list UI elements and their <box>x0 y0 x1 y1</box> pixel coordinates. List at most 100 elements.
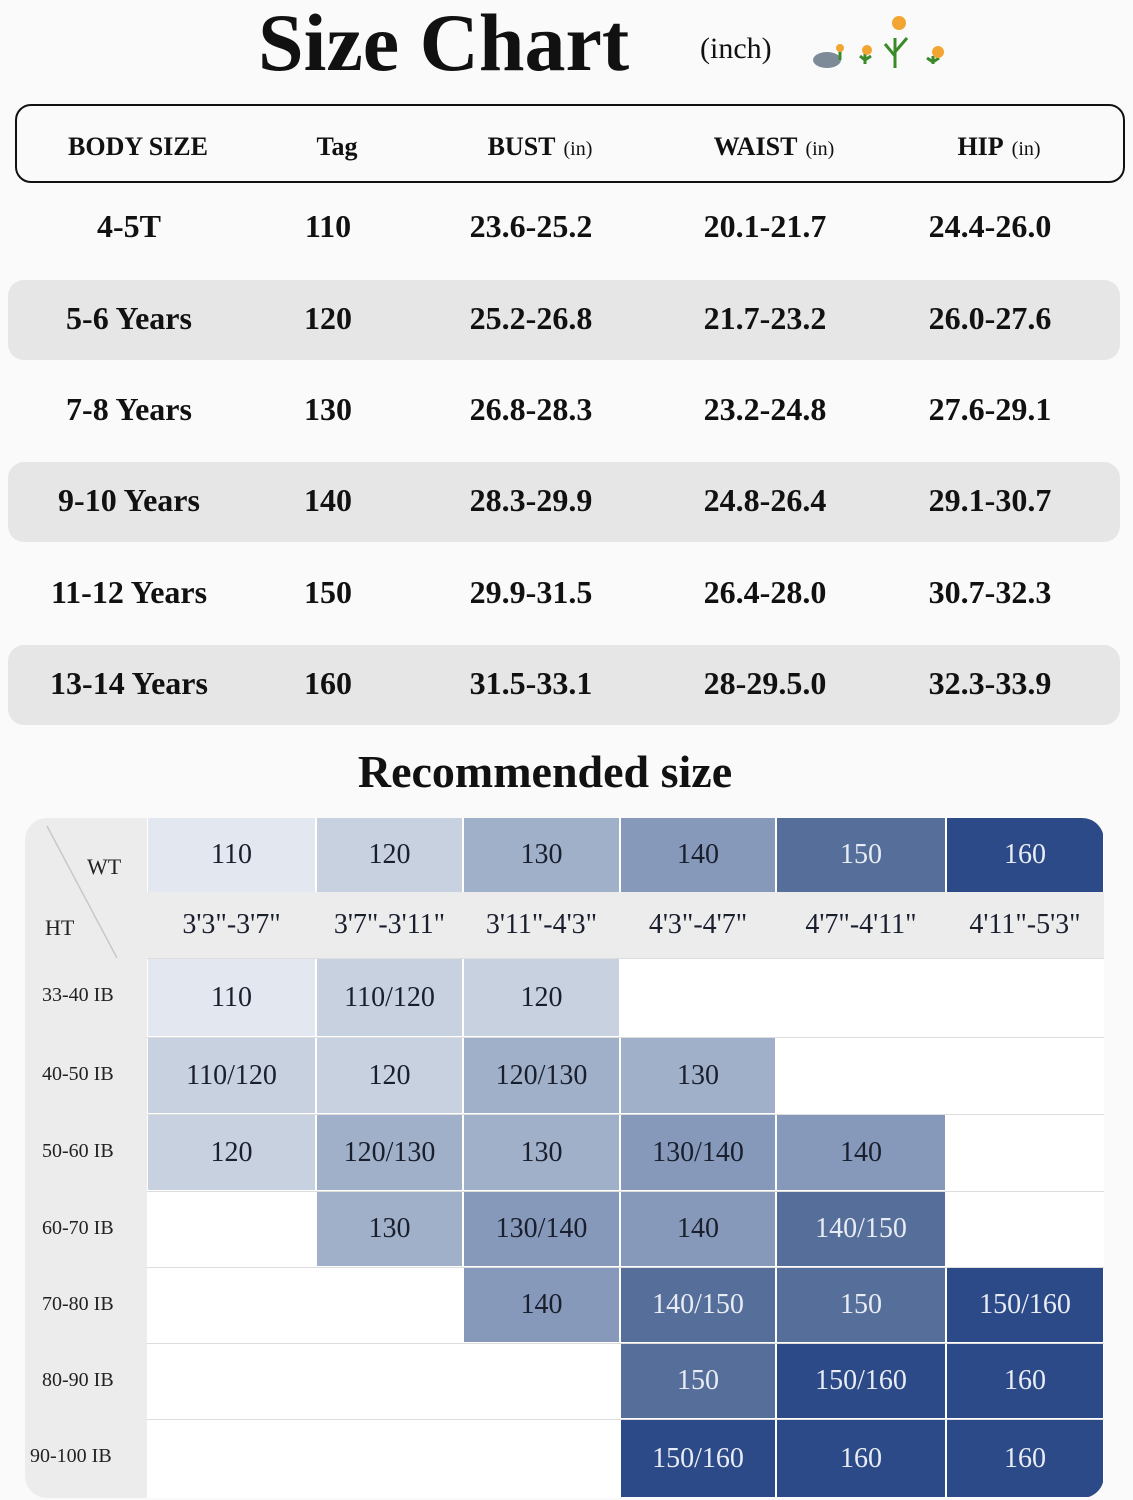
row-divider <box>147 1343 1104 1344</box>
table-cell: 23.2-24.8 <box>703 391 827 427</box>
weight-label: 80-90 IB <box>42 1369 114 1391</box>
recommended-size-grid: WT HT 110 3'3"-3'7" 120 3'7"-3'11" 130 3'11"-4'… <box>25 818 1104 1498</box>
table-cell: 32.3-33.9 <box>928 665 1052 701</box>
weight-label: 60-70 IB <box>42 1217 114 1239</box>
recommended-cell: 140 <box>621 1192 775 1266</box>
recommended-cell: 130 <box>621 1038 775 1113</box>
header-unit: (in) <box>805 138 835 160</box>
recommended-cell: 150/160 <box>947 1268 1103 1342</box>
height-range: 4'11"-5'3" <box>969 909 1081 940</box>
table-cell: 110 <box>304 208 352 244</box>
recommended-cell: 160 <box>777 1420 945 1497</box>
size-header-130: 130 <box>464 818 619 892</box>
recommended-cell: 140/150 <box>777 1192 945 1266</box>
weight-label: 33-40 IB <box>42 984 114 1006</box>
recommended-cell: 130 <box>464 1115 619 1190</box>
recommended-cell: 130/140 <box>464 1192 619 1266</box>
header-bust: BUST (in) <box>488 132 593 162</box>
table-row: 7-8 Years 130 26.8-28.3 23.2-24.8 27.6-29.1 <box>8 371 1120 451</box>
size-header-120: 120 <box>317 818 462 892</box>
recommended-cell: 150 <box>777 1268 945 1342</box>
header-waist: WAIST (in) <box>714 132 835 162</box>
table-cell: 160 <box>304 665 352 701</box>
recommended-cell: 160 <box>947 1420 1103 1497</box>
row-divider <box>147 1419 1104 1420</box>
recommended-cell: 120/130 <box>317 1115 462 1190</box>
table-cell: 4-5T <box>97 208 161 244</box>
table-cell: 26.4-28.0 <box>703 574 827 610</box>
table-cell: 13-14 Years <box>50 665 208 701</box>
page-title: Size Chart <box>258 0 630 88</box>
row-divider <box>147 1191 1104 1192</box>
table-cell: 28.3-29.9 <box>469 482 593 518</box>
table-cell: 26.0-27.6 <box>928 300 1052 336</box>
size-header-150: 150 <box>777 818 945 892</box>
row-divider <box>147 1037 1104 1038</box>
table-cell: 31.5-33.1 <box>469 665 593 701</box>
recommended-cell: 140 <box>777 1115 945 1190</box>
table-row: 13-14 Years 160 31.5-33.1 28-29.5.0 32.3-33.… <box>8 645 1120 725</box>
recommended-cell: 120 <box>464 959 619 1036</box>
height-range: 3'11"-4'3" <box>485 909 598 940</box>
flowers-decoration-icon <box>813 16 944 68</box>
weight-label: 40-50 IB <box>42 1063 114 1085</box>
table-cell: 5-6 Years <box>66 300 192 336</box>
recommended-cell: 150/160 <box>621 1420 775 1497</box>
recommended-title: Recommended size <box>357 746 733 797</box>
table-cell: 130 <box>304 391 352 427</box>
table-cell: 26.8-28.3 <box>469 391 593 427</box>
header-body-size: BODY SIZE <box>68 132 208 162</box>
header-label: BUST <box>487 132 556 161</box>
wt-label: WT <box>87 854 122 879</box>
weight-label: 90-100 IB <box>30 1445 112 1467</box>
size-header-160: 160 <box>947 818 1103 892</box>
table-row: 5-6 Years 120 25.2-26.8 21.7-23.2 26.0-27.6 <box>8 280 1120 360</box>
recommended-cell: 110 <box>148 959 315 1036</box>
recommended-cell: 120 <box>317 1038 462 1113</box>
table-cell: 23.6-25.2 <box>469 208 593 244</box>
table-row: 9-10 Years 140 28.3-29.9 24.8-26.4 29.1-30.7 <box>8 462 1120 542</box>
recommended-cell: 130 <box>317 1192 462 1266</box>
table-cell: 21.7-23.2 <box>703 300 827 336</box>
row-divider <box>147 1267 1104 1268</box>
height-range: 4'3"-4'7" <box>648 909 748 940</box>
recommended-cell: 120 <box>148 1115 315 1190</box>
table-cell: 24.4-26.0 <box>928 208 1052 244</box>
recommended-cell: 130/140 <box>621 1115 775 1190</box>
height-row <box>147 892 1104 958</box>
table-row: 11-12 Years 150 29.9-31.5 26.4-28.0 30.7-32.… <box>8 554 1120 634</box>
height-range: 3'7"-3'11" <box>333 909 446 940</box>
table-cell: 30.7-32.3 <box>928 574 1052 610</box>
recommended-cell: 140 <box>464 1268 619 1342</box>
diagonal-divider <box>46 825 118 958</box>
table-cell: 28-29.5.0 <box>703 665 827 701</box>
table-cell: 24.8-26.4 <box>703 482 827 518</box>
recommended-cell: 140/150 <box>621 1268 775 1342</box>
table-cell: 7-8 Years <box>66 391 192 427</box>
row-divider <box>147 1114 1104 1115</box>
header-tag: Tag <box>317 132 358 162</box>
weight-label: 50-60 IB <box>42 1140 114 1162</box>
header-hip: HIP (in) <box>957 132 1040 162</box>
table-cell: 25.2-26.8 <box>469 300 593 336</box>
recommended-cell: 120/130 <box>464 1038 619 1113</box>
recommended-cell: 150 <box>621 1344 775 1418</box>
table-cell: 29.9-31.5 <box>469 574 593 610</box>
size-header-110: 110 <box>148 818 315 892</box>
header-label: HIP <box>957 132 1004 161</box>
table-cell: 120 <box>304 300 352 336</box>
table-cell: 150 <box>304 574 352 610</box>
row-divider <box>147 958 1104 959</box>
weight-label: 70-80 IB <box>42 1293 114 1315</box>
header-label: BODY SIZE <box>68 132 208 161</box>
header-unit: (in) <box>563 138 593 160</box>
size-header-140: 140 <box>621 818 775 892</box>
unit-label: (inch) <box>700 32 772 65</box>
recommended-cell: 160 <box>947 1344 1103 1418</box>
table-cell: 9-10 Years <box>58 482 200 518</box>
height-range: 4'7"-4'11" <box>805 909 917 940</box>
grid-label-column <box>25 818 147 1498</box>
recommended-cell: 110/120 <box>148 1038 315 1113</box>
height-range: 3'3"-3'7" <box>182 909 281 940</box>
header-label: Tag <box>316 132 358 161</box>
